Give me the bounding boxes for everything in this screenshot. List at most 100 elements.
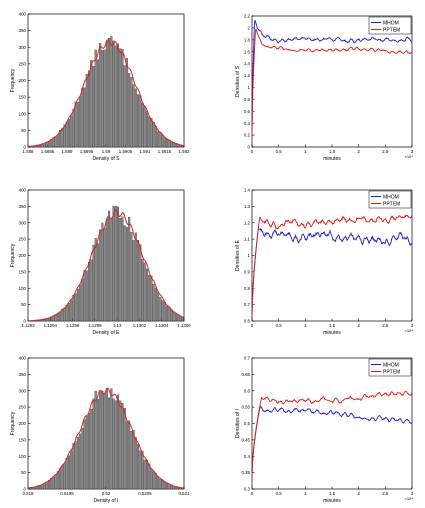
histogram-bar <box>148 274 151 322</box>
x-tick-label: 1.1292 <box>21 323 35 328</box>
legend-entry: MHOM <box>383 21 399 27</box>
histogram-bar <box>76 102 79 148</box>
x-tick-label: 1.59 <box>102 149 111 154</box>
histogram-bar <box>112 40 115 148</box>
x-axis-label: Density of E <box>93 330 121 336</box>
y-tick-label: 100 <box>19 454 27 459</box>
y-tick-label: 250 <box>19 405 27 410</box>
histogram-bar <box>96 59 99 148</box>
histogram-bar <box>83 270 86 322</box>
histogram-bar <box>99 390 102 490</box>
y-tick-label: 150 <box>19 437 27 442</box>
y-tick-label: 350 <box>19 204 27 209</box>
histogram-bar <box>76 437 79 490</box>
histogram-bar <box>130 77 133 148</box>
histogram-bar <box>103 228 106 322</box>
histogram-bar <box>119 218 122 322</box>
histogram-bar <box>63 307 66 322</box>
x-tick-label: 1.1306 <box>177 323 191 328</box>
histogram-bar <box>148 116 151 148</box>
series-line-pptem <box>251 390 413 476</box>
x-exponent-label: ×10⁴ <box>404 496 413 501</box>
histogram-bar <box>85 416 88 490</box>
x-tick-label: 3 <box>411 491 414 496</box>
x-tick-label: 0.52 <box>102 491 111 496</box>
histogram-bar <box>145 110 148 148</box>
y-tick-label: 0.65 <box>241 372 250 377</box>
histogram-bar <box>59 311 62 322</box>
y-tick-label: 1.1 <box>244 237 251 242</box>
histogram-bar <box>117 43 119 148</box>
histogram-bar <box>154 126 157 148</box>
plot-frame <box>251 357 413 490</box>
y-axis-label: Frequency <box>10 411 16 435</box>
chart-panel-3: 0 50 100 150 200 250 300 350 400 1.1292 1.1294 1.12… <box>10 188 191 336</box>
y-tick-label: 1.3 <box>244 204 251 209</box>
x-tick-label: 1.1296 <box>66 323 80 328</box>
histogram-bar <box>108 397 111 490</box>
x-tick-label: 0.5 <box>276 491 283 496</box>
x-tick-label: 1.5915 <box>158 149 172 154</box>
histogram-bar <box>105 218 108 322</box>
histogram-bar <box>81 278 84 322</box>
histogram-bar <box>52 476 55 490</box>
histogram-bar <box>83 87 86 148</box>
histogram-bar <box>59 130 62 148</box>
histogram-bar <box>70 115 73 148</box>
y-tick-label: 200 <box>19 253 27 258</box>
histogram-bar <box>137 94 140 148</box>
histogram-bar <box>121 49 124 148</box>
histogram-bar <box>159 297 162 322</box>
y-axis-label: Densities of I <box>235 409 241 438</box>
histogram-bar <box>130 232 133 322</box>
x-tick-label: 0.5205 <box>138 491 152 496</box>
y-tick-label: 0.55 <box>241 405 250 410</box>
y-tick-label: 300 <box>19 220 27 225</box>
y-tick-label: 400 <box>19 188 27 193</box>
histogram-bar <box>137 444 140 490</box>
x-tick-label: 1.1304 <box>155 323 169 328</box>
x-exponent-label: ×10⁴ <box>404 154 413 159</box>
histogram-bar <box>110 388 113 490</box>
histogram-bar <box>94 238 97 322</box>
y-tick-label: 0.6 <box>244 109 251 114</box>
x-tick-label: 2 <box>357 323 360 328</box>
histogram-bar <box>101 50 104 148</box>
y-tick-label: 1.4 <box>244 61 251 66</box>
histogram-bar <box>103 49 106 148</box>
histogram-bar <box>76 288 79 322</box>
legend-entry: MHOM <box>383 363 399 369</box>
histogram-bar <box>45 481 48 490</box>
histogram-bar <box>56 312 59 322</box>
y-tick-label: 250 <box>19 61 27 66</box>
histogram-bar <box>94 390 97 490</box>
histogram-bar <box>45 142 48 148</box>
histogram-bar <box>90 408 93 490</box>
histogram-bar <box>92 66 95 148</box>
histogram-bar <box>125 227 128 322</box>
chart-panel-6: 0.3 0.35 0.4 0.45 0.5 0.55 0.6 0.65 0.7 0 0.5 1 1.5 2… <box>235 356 414 504</box>
y-tick-label: 2 <box>248 26 251 31</box>
histogram-bar <box>79 96 82 148</box>
histogram-bar <box>90 60 93 148</box>
histogram-bar <box>83 419 86 490</box>
x-tick-label: 2 <box>357 491 360 496</box>
y-tick-label: 100 <box>19 111 27 116</box>
histogram-bar <box>123 65 126 148</box>
histogram-bar <box>145 459 148 490</box>
x-tick-label: 1.1294 <box>44 323 58 328</box>
histogram-bar <box>72 294 75 322</box>
legend-entry: MHOM <box>383 195 399 201</box>
x-tick-label: 1.13 <box>113 323 122 328</box>
y-tick-label: 50 <box>21 470 26 475</box>
histogram-bar <box>56 471 59 490</box>
histogram-bar <box>161 134 164 148</box>
histogram-bar <box>141 102 144 148</box>
y-axis-label: Frequency <box>10 243 16 267</box>
histogram-bar <box>85 74 88 148</box>
y-tick-label: 400 <box>19 356 27 361</box>
histogram-bar <box>121 216 124 322</box>
histogram-bar <box>157 476 160 490</box>
